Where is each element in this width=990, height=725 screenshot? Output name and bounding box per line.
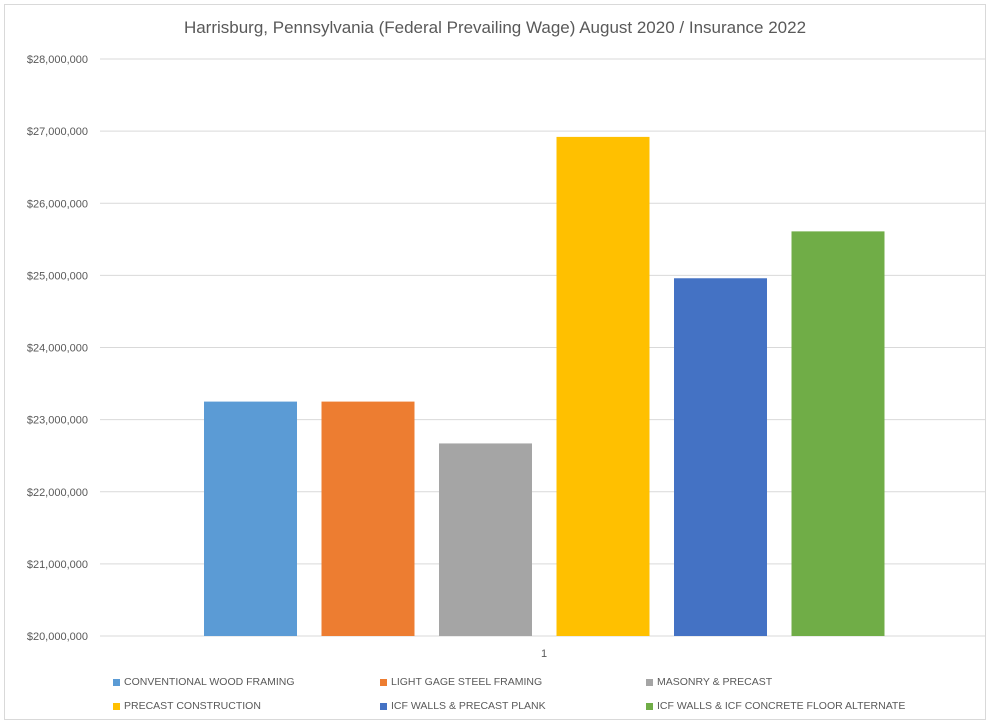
y-tick-label: $21,000,000 — [27, 559, 88, 571]
y-tick-label: $27,000,000 — [27, 126, 88, 138]
y-tick-label: $28,000,000 — [27, 54, 88, 66]
bar-masonry-precast — [439, 443, 532, 636]
y-tick-label: $25,000,000 — [27, 270, 88, 282]
x-tick-label: 1 — [541, 648, 547, 660]
y-tick-label: $22,000,000 — [27, 487, 88, 499]
bar-icf-walls-icf-concrete-floor-alternate — [791, 231, 885, 636]
bar-icf-walls-precast-plank — [674, 278, 767, 636]
bar-light-gage-steel-framing — [321, 401, 415, 636]
y-tick-label: $24,000,000 — [27, 343, 88, 355]
y-tick-label: $26,000,000 — [27, 198, 88, 210]
y-tick-label: $20,000,000 — [27, 631, 88, 643]
bar-precast-construction — [556, 136, 650, 636]
chart-title: Harrisburg, Pennsylvania (Federal Prevai… — [183, 18, 807, 37]
bar-conventional-wood-framing — [204, 401, 297, 636]
y-tick-label: $23,000,000 — [27, 415, 88, 427]
